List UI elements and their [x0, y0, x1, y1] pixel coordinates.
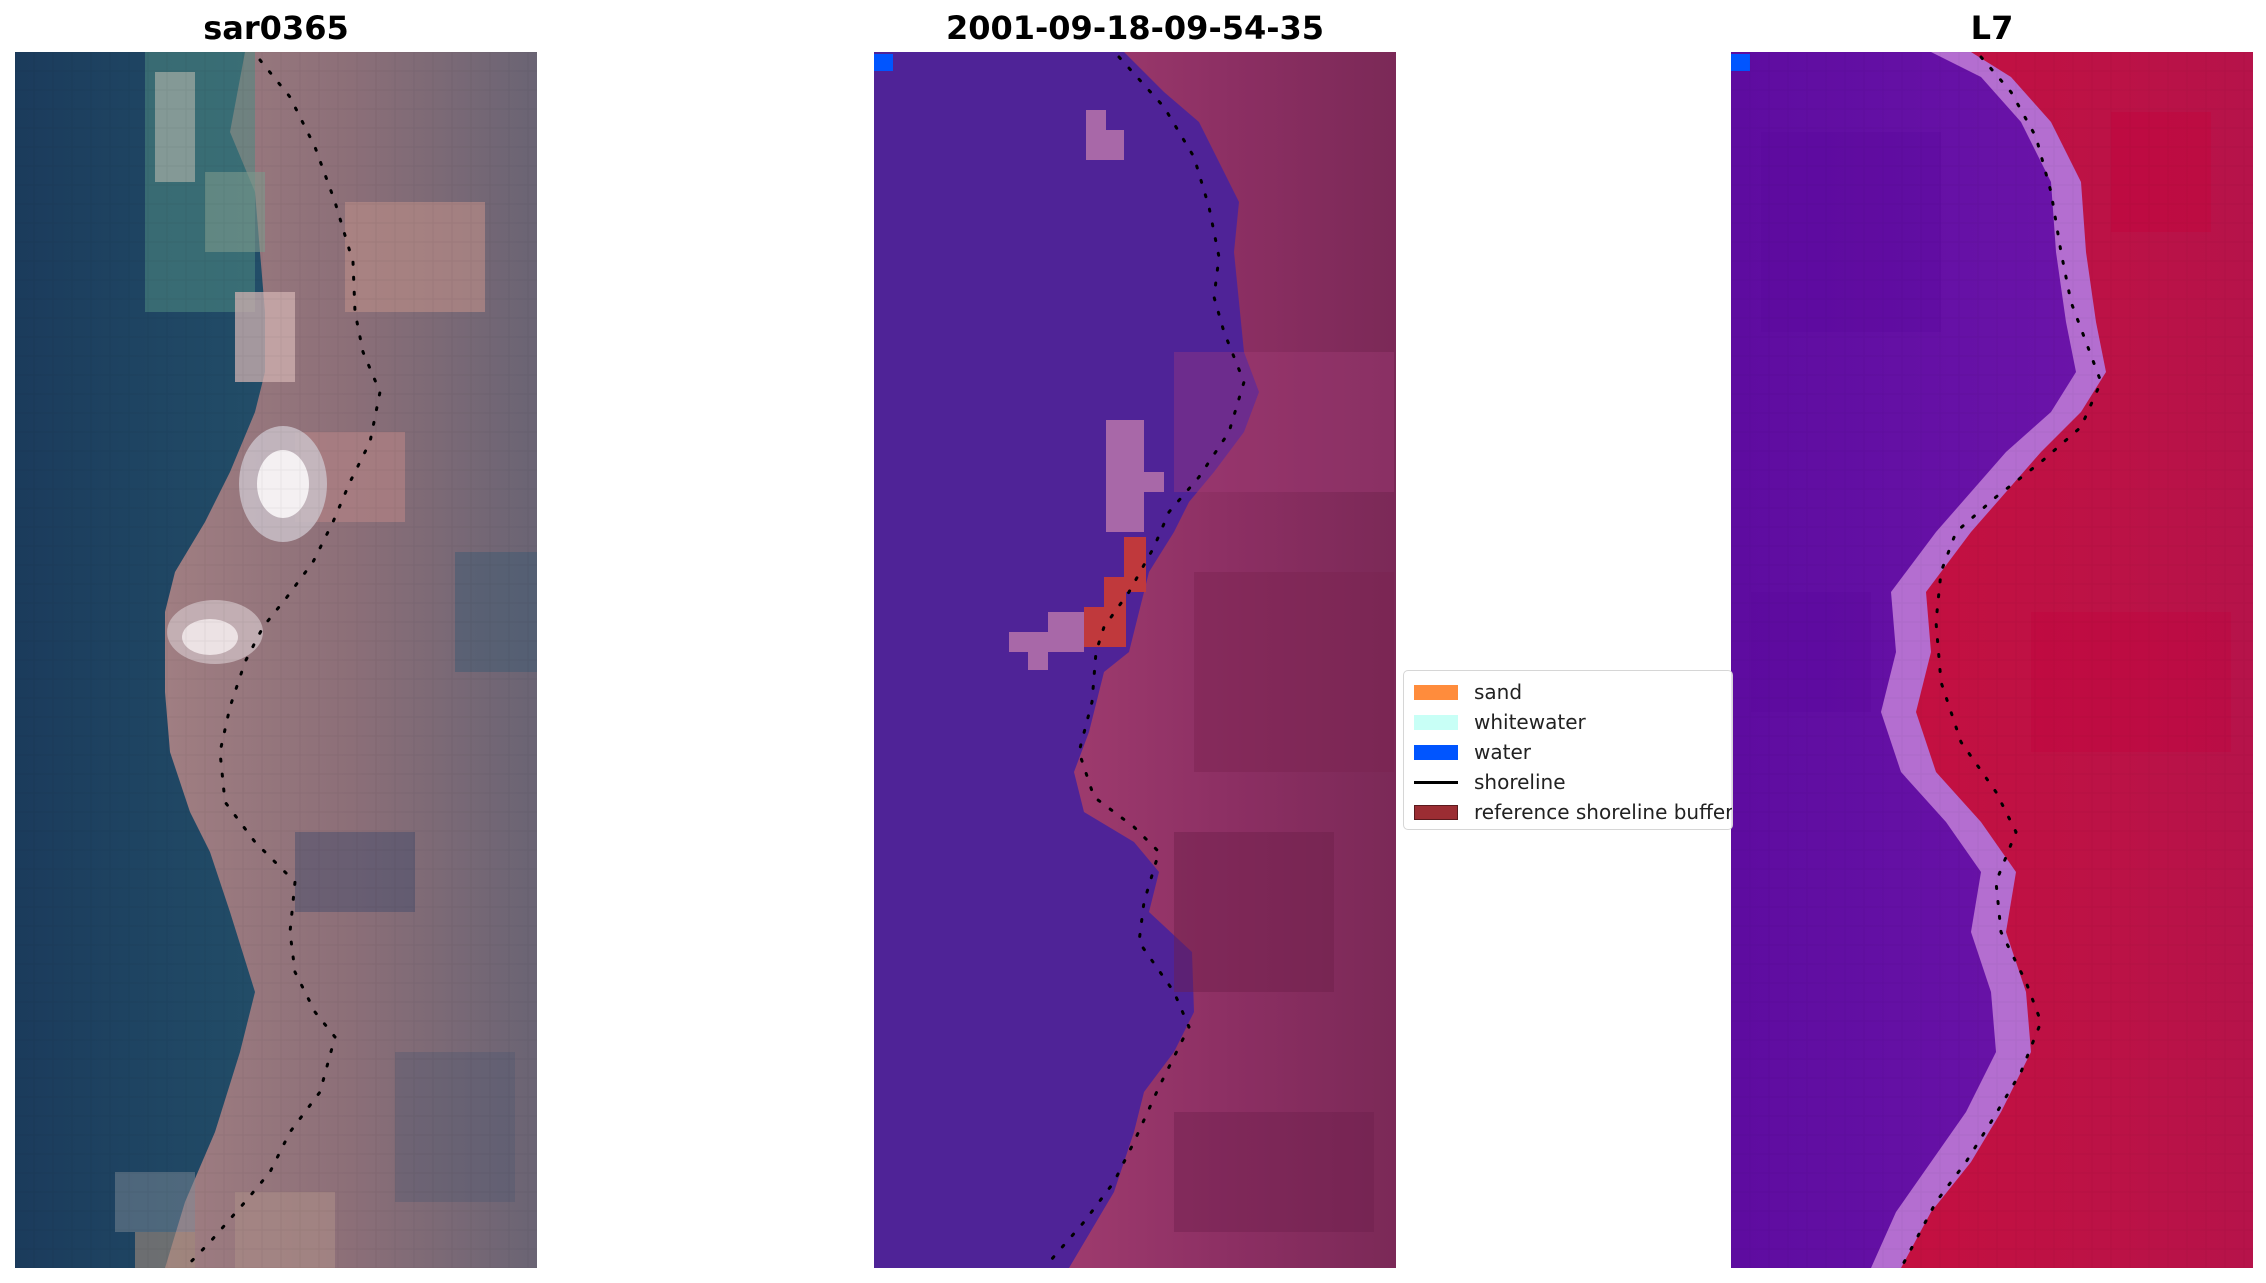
whitewater-block-middle — [1106, 420, 1164, 532]
water-corner-pixel — [874, 54, 893, 71]
legend-item-whitewater: whitewater — [1414, 707, 1732, 737]
index-image-panel — [1731, 52, 2253, 1268]
legend-item-water: water — [1414, 737, 1732, 767]
rgb-image — [15, 52, 537, 1268]
classified-image-panel — [874, 52, 1396, 1268]
legend-label-reference-buffer: reference shoreline buffer — [1474, 800, 1733, 824]
legend-item-sand: sand — [1414, 677, 1732, 707]
whitewater-swatch — [1414, 714, 1458, 730]
legend-label-shoreline: shoreline — [1474, 770, 1566, 794]
classified-land — [1069, 52, 1396, 1268]
index-shoreline — [1899, 55, 2103, 1268]
sand-buffer-overlay — [1084, 537, 1146, 647]
panel-title-classified: 2001-09-18-09-54-35 — [945, 9, 1325, 47]
classified-image — [874, 52, 1396, 1268]
index-image — [1731, 52, 2253, 1268]
whitewater-block-lower — [1009, 612, 1084, 652]
legend-item-shoreline: shoreline — [1414, 767, 1732, 797]
legend-label-sand: sand — [1474, 680, 1523, 704]
panel-title-rgb: sar0365 — [203, 9, 349, 47]
panel-title-index: L7 — [1970, 9, 2014, 47]
water-swatch — [1414, 744, 1458, 760]
reference-buffer-swatch — [1414, 804, 1458, 820]
sand-swatch — [1414, 684, 1458, 700]
legend-label-water: water — [1474, 740, 1531, 764]
classified-shoreline — [1042, 55, 1246, 1268]
legend: sand whitewater water shoreline referenc… — [1403, 670, 1733, 830]
shoreline-swatch — [1414, 780, 1458, 784]
rgb-image-panel — [15, 52, 537, 1268]
legend-item-reference-buffer: reference shoreline buffer — [1414, 797, 1732, 827]
legend-label-whitewater: whitewater — [1474, 710, 1586, 734]
